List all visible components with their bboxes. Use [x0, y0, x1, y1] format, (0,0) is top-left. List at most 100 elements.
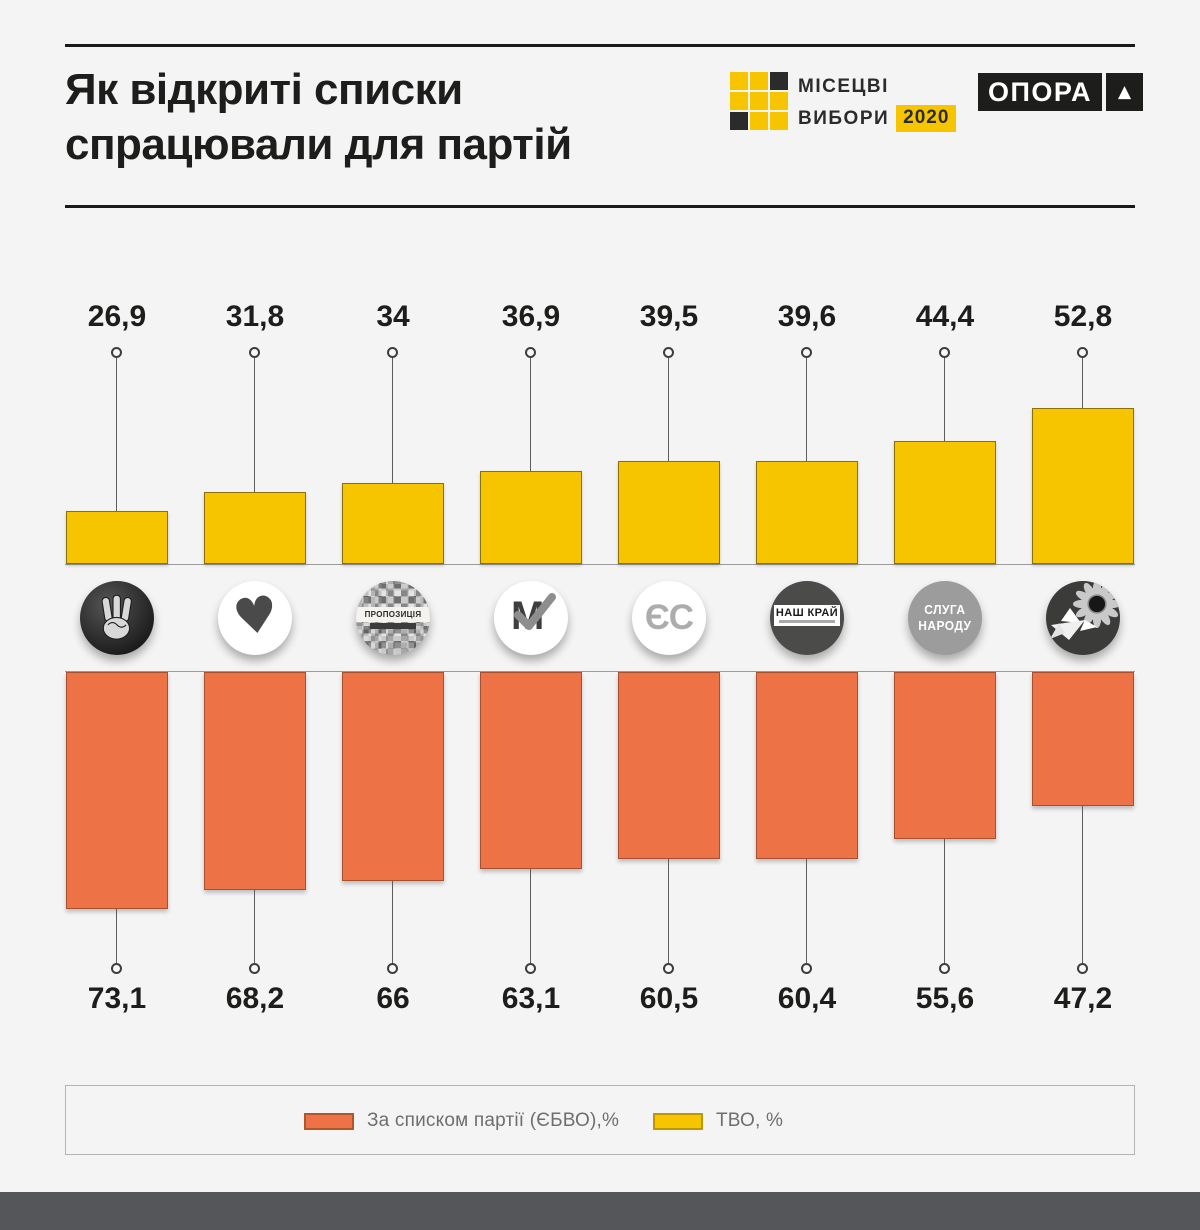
- grid-square: [750, 112, 768, 130]
- grid-square: [770, 72, 788, 90]
- grid-square: [770, 112, 788, 130]
- sunflower-dove-icon: [1046, 581, 1120, 655]
- sluha-label-line2: НАРОДУ: [918, 618, 972, 633]
- party-list-bar: [342, 672, 444, 881]
- legend-label: ТВО, %: [716, 1110, 784, 1131]
- connector-line-top: [1082, 358, 1083, 408]
- tvo-bar: [66, 511, 168, 564]
- yes-letters-badge: ЄС: [632, 581, 706, 655]
- connector-line-bottom: [116, 909, 117, 964]
- marker-circle-top: [1077, 347, 1088, 358]
- value-label-top: 52,8: [1053, 300, 1113, 333]
- tvo-bar: [894, 441, 996, 564]
- legend: За списком партії (ЄБВО),% ТВО, %: [65, 1085, 1135, 1155]
- value-label-top: 36,9: [501, 300, 561, 333]
- three-finger-hand-icon: [80, 581, 154, 655]
- nash-kray-subtext-line: [779, 620, 835, 623]
- page-title-line1: Як відкриті списки: [65, 65, 463, 114]
- heart-glyph: ♥: [229, 584, 281, 648]
- elections-wordmark: МІСЕЦВІ ВИБОРИ 2020: [798, 76, 957, 132]
- propozytsiya-band: ПРОПОЗИЦІЯ: [356, 607, 430, 622]
- marker-circle-bottom: [249, 963, 260, 974]
- yes-label: ЄС: [644, 598, 694, 637]
- legend-label: За списком партії (ЄБВО),%: [367, 1110, 620, 1131]
- grid-square: [730, 72, 748, 90]
- value-label-bottom: 55,6: [915, 982, 975, 1015]
- value-label-bottom: 66: [376, 982, 410, 1015]
- chart-column: 52,8: [1014, 0, 1152, 1040]
- chart-column: 39,6 НАШ КРАЙ 60,4: [738, 0, 876, 1040]
- elections-wordmark-line2: ВИБОРИ: [798, 107, 890, 129]
- marker-circle-bottom: [387, 963, 398, 974]
- connector-line-top: [116, 358, 117, 511]
- upper-baseline: [65, 564, 1135, 565]
- party-list-bar: [480, 672, 582, 869]
- party-list-bar: [66, 672, 168, 909]
- party-logo: ♥: [218, 581, 292, 655]
- propozytsiya-substrip: [370, 623, 416, 629]
- party-logo: М: [494, 581, 568, 655]
- marker-circle-top: [663, 347, 674, 358]
- marker-circle-top: [249, 347, 260, 358]
- grid-square: [730, 92, 748, 110]
- nash-kray-box: НАШ КРАЙ: [774, 605, 840, 626]
- top-rule: [65, 44, 1135, 47]
- party-logo: ПРОПОЗИЦІЯ: [356, 581, 430, 655]
- connector-line-bottom: [668, 859, 669, 964]
- value-label-top: 34: [376, 300, 410, 333]
- sluha-label-line1: СЛУГА: [924, 602, 966, 617]
- opora-logo: ОПОРА ▲: [978, 73, 1144, 111]
- connector-line-top: [944, 358, 945, 441]
- propozytsiya-label: ПРОПОЗИЦІЯ: [364, 610, 422, 619]
- brush-heart-icon: ♥: [218, 581, 292, 655]
- marker-circle-bottom: [525, 963, 536, 974]
- grid-square: [750, 92, 768, 110]
- connector-line-bottom: [392, 881, 393, 964]
- marker-circle-bottom: [111, 963, 122, 974]
- legend-swatch-yellow: [653, 1112, 703, 1130]
- chart-column: 44,4 СЛУГА НАРОДУ 55,6: [876, 0, 1014, 1040]
- grid-square: [730, 112, 748, 130]
- value-label-top: 31,8: [225, 300, 285, 333]
- party-logo: СЛУГА НАРОДУ: [908, 581, 982, 655]
- connector-line-top: [530, 358, 531, 471]
- value-label-bottom: 60,5: [639, 982, 699, 1015]
- lower-baseline: [65, 671, 1135, 672]
- m-checkmark-icon: М: [494, 581, 568, 655]
- grid-square: [770, 92, 788, 110]
- party-logo: [80, 581, 154, 655]
- value-label-bottom: 68,2: [225, 982, 285, 1015]
- origami-dove-icon: [1050, 608, 1097, 640]
- nash-kray-badge: НАШ КРАЙ: [770, 581, 844, 655]
- elections-year-badge: 2020: [896, 105, 957, 132]
- tvo-bar: [756, 461, 858, 564]
- legend-swatch-orange: [304, 1112, 354, 1130]
- marker-circle-top: [525, 347, 536, 358]
- tvo-bar: [618, 461, 720, 564]
- page-title: Як відкриті списки спрацювали для партій: [65, 62, 572, 172]
- chart-column: 34 ПРОПОЗИЦІЯ 66: [324, 0, 462, 1040]
- marker-circle-bottom: [1077, 963, 1088, 974]
- marker-circle-top: [801, 347, 812, 358]
- elections-wordmark-line1: МІСЕЦВІ: [798, 76, 889, 97]
- title-underline-rule: [65, 205, 1135, 208]
- party-list-bar: [618, 672, 720, 859]
- party-list-bar: [756, 672, 858, 859]
- value-label-top: 44,4: [915, 300, 975, 333]
- value-label-bottom: 47,2: [1053, 982, 1113, 1015]
- opora-triangle-icon: ▲: [1106, 73, 1144, 111]
- party-logo: НАШ КРАЙ: [770, 581, 844, 655]
- legend-item: ТВО, %: [653, 1110, 783, 1132]
- party-logo: [1046, 581, 1120, 655]
- marker-circle-bottom: [939, 963, 950, 974]
- tvo-bar: [342, 483, 444, 564]
- chart-column: 31,8 ♥ 68,2: [186, 0, 324, 1040]
- tvo-bar: [204, 492, 306, 564]
- value-label-top: 39,5: [639, 300, 699, 333]
- connector-line-top: [806, 358, 807, 461]
- tvo-bar: [1032, 408, 1134, 564]
- chart-column: 36,9 М 63,1: [462, 0, 600, 1040]
- connector-line-top: [254, 358, 255, 492]
- marker-circle-top: [939, 347, 950, 358]
